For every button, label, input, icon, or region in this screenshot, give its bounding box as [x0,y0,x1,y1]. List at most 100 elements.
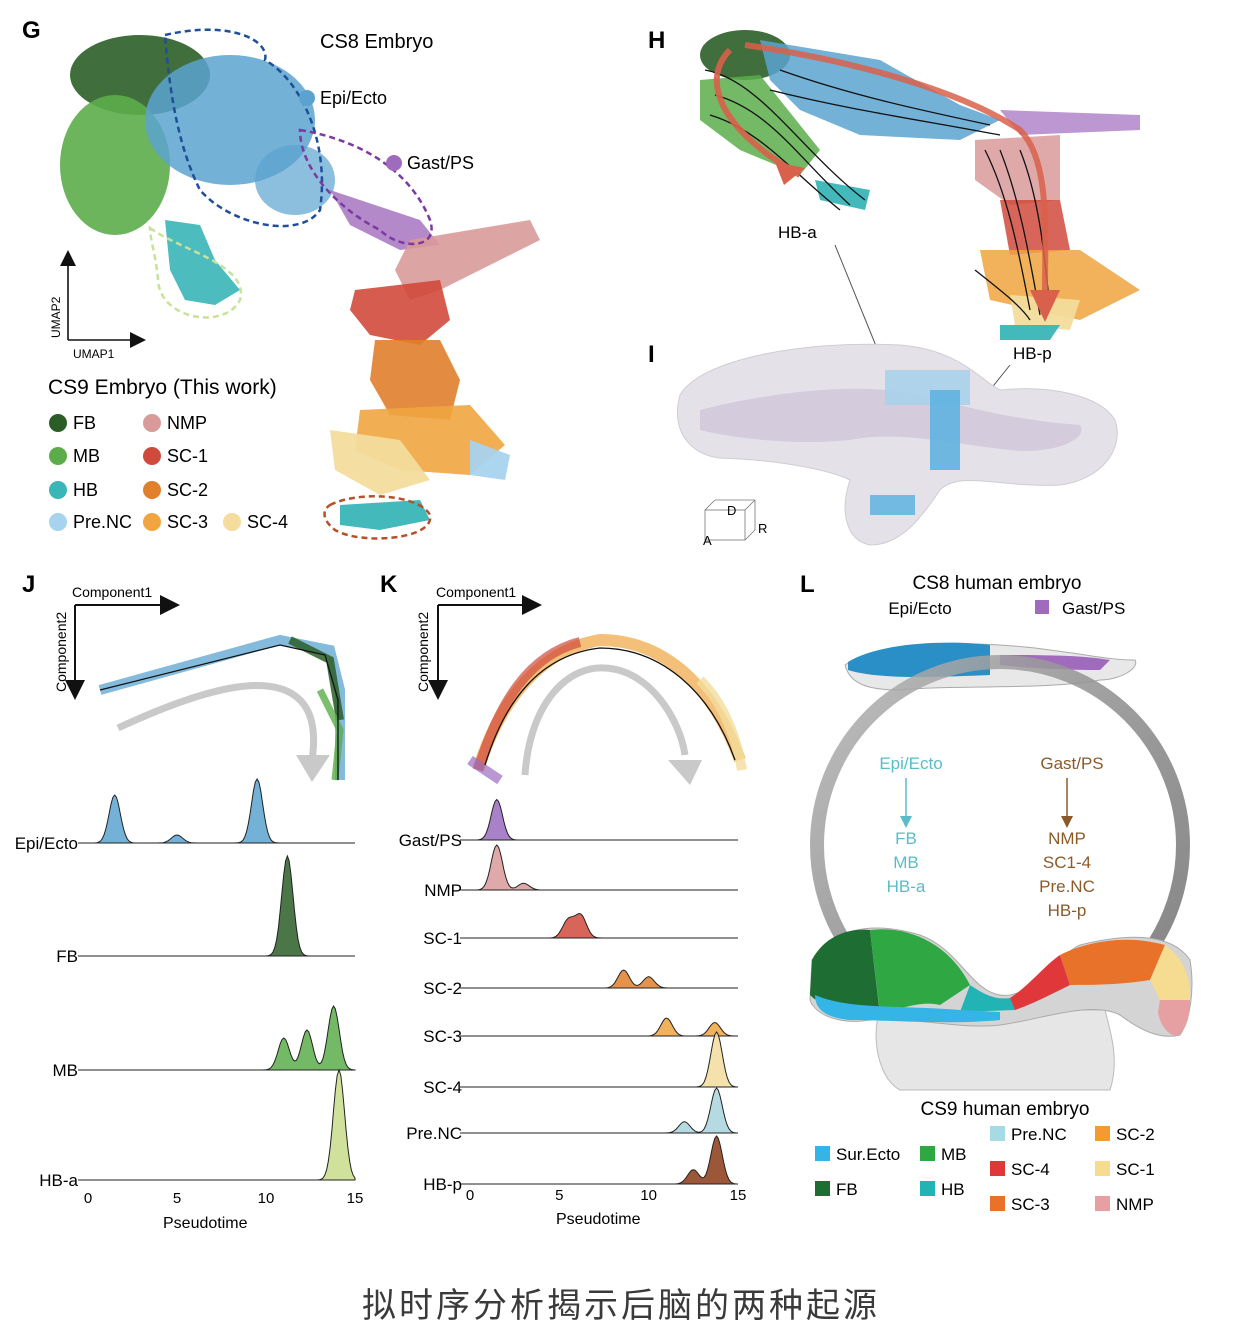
legend-swatch [1095,1126,1110,1141]
legend-swatch [815,1146,830,1161]
l-right-to-0: NMP [1048,829,1086,848]
legend-label: HB [941,1180,965,1199]
legend-dot [143,447,161,465]
legend-dot [49,513,67,531]
tick-label: 15 [730,1187,747,1204]
tick-label: 5 [555,1187,563,1204]
ridge-label: SC-1 [423,929,462,948]
hbp-outline [323,495,432,540]
velocity-scatter [700,30,1140,340]
legend-label-gast: Gast/PS [407,153,474,173]
l-top-right: Gast/PS [1062,599,1125,618]
ridge-label: Epi/Ecto [15,834,78,853]
legend-dot [49,414,67,432]
tick-label: 0 [466,1187,474,1204]
legend-label: Pre.NC [73,512,132,532]
ridge-label: Gast/PS [399,831,462,850]
l-title-bottom: CS9 human embryo [921,1099,1090,1120]
panel-i: I D A R [648,341,1118,548]
panel-l: L CS8 human embryo Epi/Ecto Gast/PS Epi/… [800,571,1193,1214]
panel-k: K Component1 Component2 Gast/PS NMP SC-1 SC… [380,571,747,1228]
legend-dot [143,481,161,499]
pseudotime-arrowhead-j [296,755,330,782]
panel-k-letter: K [380,571,398,598]
l-left-to-2: HB-a [887,877,926,896]
l-left-to-1: MB [893,853,919,872]
gast-swatch [1035,600,1049,614]
legend-label: SC-1 [1116,1160,1155,1179]
label-hb-p: HB-p [1013,344,1052,363]
ridge-series [470,1087,739,1134]
l-right-to-1: SC1-4 [1043,853,1091,872]
ridge-series [88,1068,356,1181]
legend-label: SC-2 [1116,1125,1155,1144]
l-legend: Sur.Ecto FB MB HB Pre.NC SC-4 SC-3 SC-2 SC-1 NMP [815,1125,1155,1214]
legend-swatch [815,1181,830,1196]
legend-dot [143,513,161,531]
l-top-left: Epi/Ecto [888,599,951,618]
ridge-plot-k: Gast/PS NMP SC-1 SC-2 SC-3 SC-4 Pre.NC HB-p0 5 10… [399,798,747,1204]
component1-label-k: Component1 [436,584,516,600]
l-right-to-2: Pre.NC [1039,877,1095,896]
legend-swatch [920,1181,935,1196]
panel-j-letter: J [22,571,35,598]
legend-label: NMP [1116,1195,1154,1214]
legend-label: Sur.Ecto [836,1145,900,1164]
legend-label: SC-4 [1011,1160,1050,1179]
hb-p-cells [930,390,960,470]
panel-g: G CS8 Embryo Epi/Ecto Gast/PS UMAP2 UMA [22,17,540,540]
ridge-label: SC-4 [423,1078,462,1097]
legend-label: HB [73,480,98,500]
neural-tube-shading [700,388,1082,451]
hb-p-cells-lower [870,495,915,515]
legend-title: CS9 Embryo (This work) [48,376,277,399]
trajectory-k [467,633,747,785]
legend-label: MB [941,1145,967,1164]
trajectory-arrowhead-a [775,162,805,185]
l-title-top: CS8 human embryo [913,573,1082,594]
cs9-legend: FB MB HB Pre.NC NMP SC-1 SC-2 SC-3 SC-4 [49,413,288,532]
legend-dot-gast [386,155,402,171]
hb-outline [148,225,243,319]
ridge-series [88,854,355,957]
figure-caption: 拟时序分析揭示后脑的两种起源 [362,1286,880,1326]
legend-dot-epi [299,90,315,106]
panel-h: H HB-a HB-p [648,27,1140,441]
ridge-series [470,912,738,939]
tick-label: 5 [173,1190,181,1207]
legend-label: SC-1 [167,446,208,466]
trajectory-arrow-p [744,42,1049,291]
legend-swatch [920,1146,935,1161]
pseudotime-arrow-k [521,664,689,776]
ridge-series [88,778,355,844]
legend-swatch [990,1196,1005,1211]
ridge-label: MB [53,1061,79,1080]
axis-d-label: D [727,503,736,518]
legend-label: SC-3 [1011,1195,1050,1214]
legend-label-epi: Epi/Ecto [320,88,387,108]
ridge-label: HB-a [39,1171,78,1190]
ridge-series [470,798,738,841]
panel-h-letter: H [648,27,665,54]
trajectory-arrow-a [713,47,802,178]
umap2-label: UMAP2 [49,296,63,338]
ridge-series [470,1135,739,1185]
ridge-label: NMP [424,881,462,900]
legend-label: SC-2 [167,480,208,500]
panel-i-letter: I [648,341,655,368]
legend-label: NMP [167,413,207,433]
pseudotime-arrow-j [116,681,318,761]
tick-label: 0 [84,1190,92,1207]
component2-label-k: Component2 [415,612,431,692]
ridge-label: SC-3 [423,1027,462,1046]
tick-label: 10 [640,1187,657,1204]
panel-g-letter: G [22,17,41,44]
cs8-gast-outline [298,128,433,246]
ridge-series [88,1004,356,1071]
axis-a-label: A [703,533,712,548]
ridge-label: SC-2 [423,979,462,998]
tick-label: 15 [347,1190,364,1207]
legend-label: SC-4 [247,512,288,532]
cs9-embryo [809,927,1193,1091]
cs8-epi-outline [163,28,324,228]
